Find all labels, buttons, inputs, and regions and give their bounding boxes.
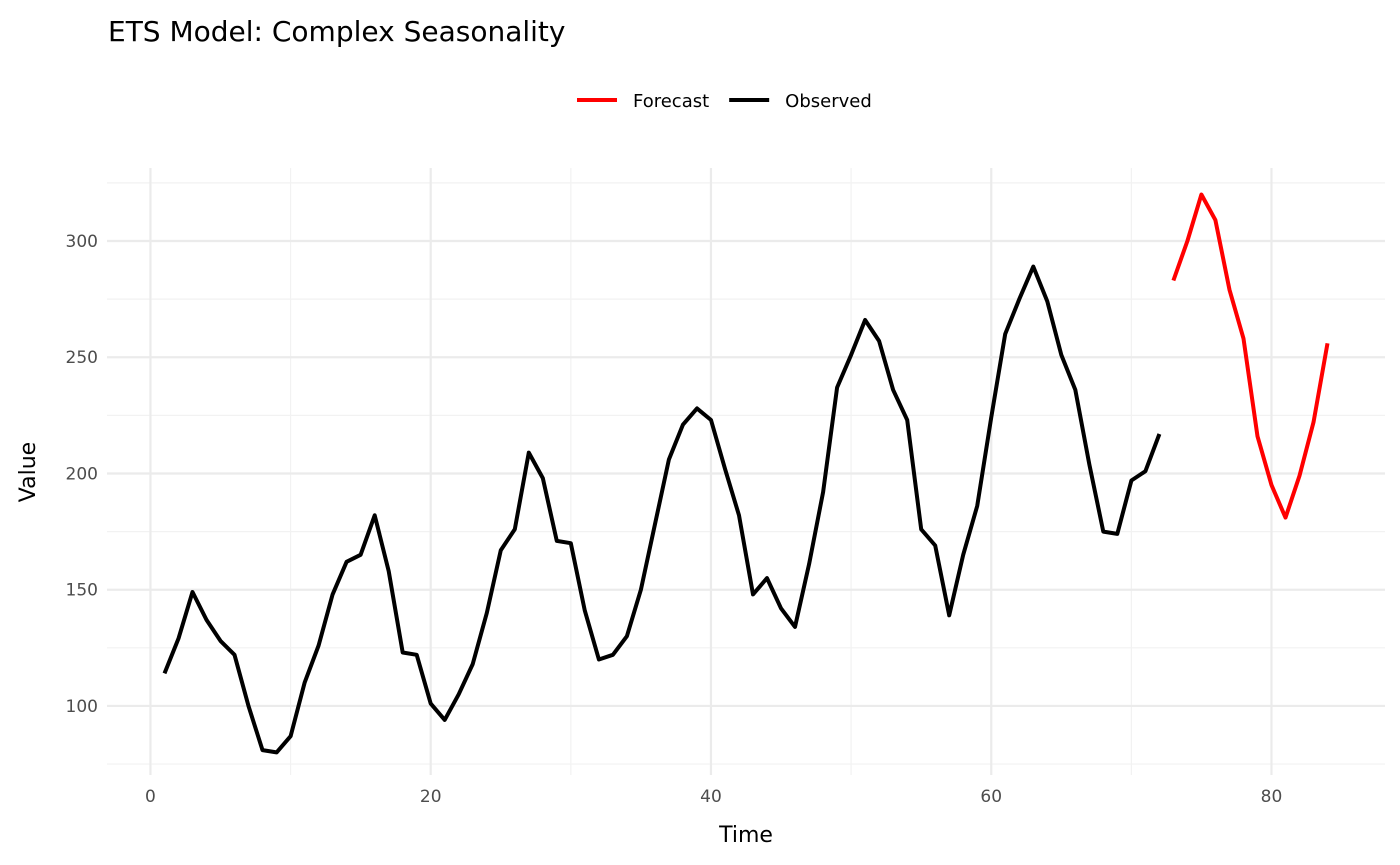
grid bbox=[107, 168, 1385, 775]
legend: Forecast Observed bbox=[577, 91, 872, 112]
series-line-observed bbox=[162, 264, 1162, 755]
y-axis-ticks: 100 150 200 250 300 bbox=[66, 232, 98, 717]
x-tick-label: 40 bbox=[700, 787, 722, 807]
x-axis-title: Time bbox=[718, 823, 773, 848]
x-tick-label: 20 bbox=[420, 787, 442, 807]
y-tick-label: 300 bbox=[66, 232, 98, 252]
y-tick-label: 200 bbox=[66, 464, 98, 484]
legend-label: Forecast bbox=[633, 91, 709, 112]
legend-item-observed: Observed bbox=[729, 91, 872, 112]
y-tick-label: 100 bbox=[66, 697, 98, 717]
y-tick-label: 250 bbox=[66, 348, 98, 368]
x-tick-label: 60 bbox=[980, 787, 1002, 807]
legend-label: Observed bbox=[785, 91, 872, 112]
series-line-forecast bbox=[1171, 192, 1330, 520]
y-axis-title: Value bbox=[16, 442, 41, 502]
series-layer bbox=[162, 192, 1330, 755]
chart-title: ETS Model: Complex Seasonality bbox=[108, 15, 565, 48]
x-tick-label: 80 bbox=[1261, 787, 1283, 807]
x-axis-ticks: 0 20 40 60 80 bbox=[145, 787, 1282, 807]
x-tick-label: 0 bbox=[145, 787, 156, 807]
legend-item-forecast: Forecast bbox=[577, 91, 709, 112]
y-tick-label: 150 bbox=[66, 581, 98, 601]
